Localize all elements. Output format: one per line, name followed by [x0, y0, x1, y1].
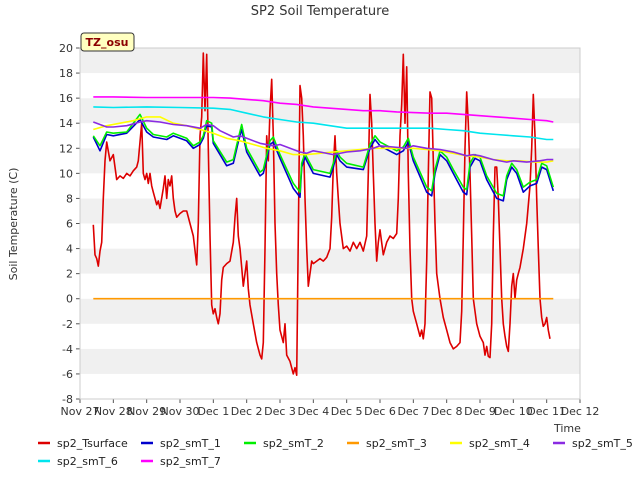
y-axis-label: Soil Temperature (C): [7, 168, 20, 281]
chart-title: SP2 Soil Temperature: [251, 4, 389, 19]
x-tick-label: Dec 5: [331, 405, 363, 418]
y-tick-label: 4: [66, 243, 73, 256]
x-tick-label: Nov 29: [127, 405, 166, 418]
legend-label-sp2_smT_6: sp2_smT_6: [57, 455, 118, 468]
x-tick-label: Dec 1: [197, 405, 229, 418]
y-tick-label: -4: [62, 343, 73, 356]
grid-band: [80, 198, 580, 224]
y-tick-label: -8: [62, 393, 73, 406]
grid-band: [80, 273, 580, 299]
legend: sp2_Tsurface sp2_smT_1 sp2_smT_2 sp2_smT_3 s…: [38, 437, 633, 468]
series-line-sp2_smT_7: [93, 96, 554, 123]
series-line-sp2_smT_6: [93, 106, 554, 141]
y-tick-label: 18: [59, 67, 73, 80]
grid-band: [80, 298, 580, 324]
y-tick-label: 16: [59, 92, 73, 105]
legend-label-sp2_smT_2: sp2_smT_2: [263, 437, 324, 450]
legend-label-sp2_smT_5: sp2_smT_5: [572, 437, 633, 450]
x-tick-label: Dec 4: [297, 405, 329, 418]
x-axis-label: Time: [553, 422, 581, 435]
y-axis-ticks: -8 -6 -4 -2 0 2 4 6 8 10 12 14 16 18 20: [59, 42, 80, 406]
y-tick-label: 8: [66, 192, 73, 205]
y-tick-label: 14: [59, 117, 73, 130]
series-line-sp2_smT_2: [92, 113, 555, 197]
legend-label-sp2_smT_4: sp2_smT_4: [469, 437, 530, 450]
series-lines: [92, 52, 555, 377]
grid-band: [80, 248, 580, 274]
x-tick-label: Dec 2: [231, 405, 263, 418]
series-line-sp2_smT_5: [93, 119, 554, 163]
x-tick-label: Nov 28: [94, 405, 133, 418]
x-tick-label: Dec 7: [397, 405, 429, 418]
legend-label-sp2_Tsurface: sp2_Tsurface: [57, 437, 128, 450]
x-tick-label: Nov 30: [161, 405, 200, 418]
y-tick-label: -6: [62, 368, 73, 381]
y-tick-label: 12: [59, 142, 73, 155]
y-tick-label: 2: [66, 268, 73, 281]
grid-band: [80, 98, 580, 124]
legend-label-sp2_smT_7: sp2_smT_7: [160, 455, 221, 468]
series-line-sp2_smT_1: [92, 118, 555, 202]
grid-band: [80, 48, 580, 74]
plot-frame: [79, 47, 581, 400]
tz-badge: TZ_osu: [80, 32, 135, 52]
grid-band: [80, 73, 580, 99]
x-tick-label: Dec 6: [364, 405, 396, 418]
x-tick-label: Dec 12: [561, 405, 600, 418]
y-tick-label: -2: [62, 318, 73, 331]
grid-band: [80, 323, 580, 349]
grid-band: [80, 373, 580, 399]
y-tick-label: 20: [59, 42, 73, 55]
grid-bands: [80, 48, 580, 399]
series-line-sp2_Tsurface: [92, 52, 551, 377]
x-tick-label: Dec 3: [264, 405, 296, 418]
tz-badge-text: TZ_osu: [86, 36, 129, 49]
tz-badge-box: [80, 32, 135, 52]
x-tick-label: Dec 10: [494, 405, 533, 418]
x-tick-label: Nov 27: [61, 405, 100, 418]
x-tick-label: Dec 9: [464, 405, 496, 418]
x-tick-label: Dec 11: [527, 405, 566, 418]
y-tick-label: 6: [66, 218, 73, 231]
legend-label-sp2_smT_3: sp2_smT_3: [366, 437, 427, 450]
grid-band: [80, 348, 580, 374]
y-tick-label: 0: [66, 293, 73, 306]
x-tick-label: Dec 8: [431, 405, 463, 418]
y-tick-label: 10: [59, 167, 73, 180]
legend-label-sp2_smT_1: sp2_smT_1: [160, 437, 221, 450]
